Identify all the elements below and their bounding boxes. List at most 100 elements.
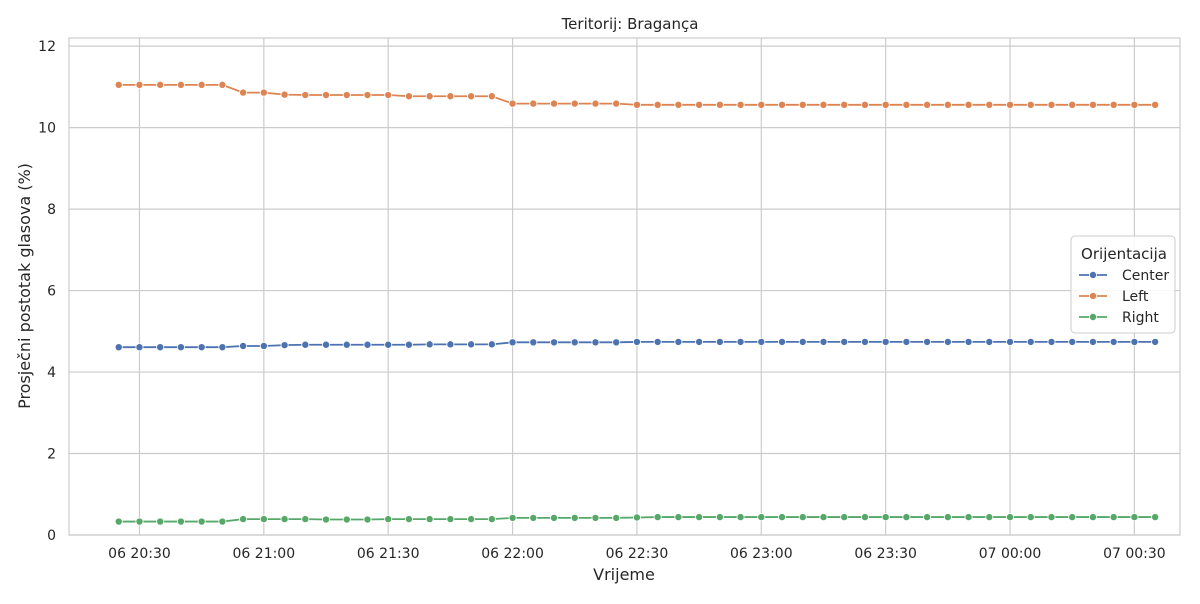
data-point [1130,100,1139,109]
legend-label: Right [1122,310,1159,326]
data-point [114,80,123,89]
data-point [757,337,766,346]
data-point [239,88,248,97]
data-point [1068,100,1077,109]
data-point [570,513,579,522]
data-point [923,513,932,522]
x-tick-label: 06 20:30 [108,546,171,562]
data-point [1109,337,1118,346]
data-point [342,340,351,349]
data-point [1047,337,1056,346]
data-point [902,513,911,522]
series-right [114,513,1160,526]
data-point [487,92,496,101]
data-point [114,343,123,352]
y-tick-label: 6 [47,284,56,300]
data-point [1068,513,1077,522]
data-point [342,515,351,524]
data-point [778,513,787,522]
data-point [653,513,662,522]
data-point [612,99,621,108]
x-tick-label: 06 22:00 [481,546,544,562]
data-point [218,80,227,89]
data-point [695,513,704,522]
data-point [860,513,869,522]
data-point [591,513,600,522]
data-point [985,513,994,522]
data-point [653,100,662,109]
data-point [384,91,393,100]
data-point [964,100,973,109]
data-point [487,340,496,349]
data-point [736,100,745,109]
data-point [508,99,517,108]
data-point [467,340,476,349]
data-point [1151,513,1160,522]
data-point [156,517,165,526]
data-point [591,99,600,108]
data-point [1006,100,1015,109]
series-center [114,337,1160,352]
data-point [322,340,331,349]
data-point [715,100,724,109]
data-point [280,90,289,99]
data-point [197,343,206,352]
data-point [322,515,331,524]
data-point [239,515,248,524]
data-point [529,338,538,347]
legend-marker [1089,291,1098,300]
data-point [778,100,787,109]
series-layer [114,80,1160,526]
x-tick-label: 06 21:00 [233,546,296,562]
data-point [943,100,952,109]
x-tick-label: 06 23:30 [854,546,917,562]
data-point [1151,100,1160,109]
data-point [570,338,579,347]
data-point [529,513,538,522]
data-point [176,343,185,352]
series-left [114,80,1160,109]
data-point [1088,513,1097,522]
data-point [363,340,372,349]
data-point [570,99,579,108]
data-point [363,515,372,524]
data-point [404,340,413,349]
data-point [985,337,994,346]
data-point [529,99,538,108]
data-point [819,513,828,522]
data-point [798,513,807,522]
y-tick-label: 12 [38,39,56,55]
data-point [757,100,766,109]
data-point [985,100,994,109]
data-point [197,80,206,89]
data-point [1130,337,1139,346]
data-point [695,337,704,346]
data-point [819,100,828,109]
y-axis-title: Prosječni postotak glasova (%) [15,163,34,409]
data-point [218,517,227,526]
data-point [881,337,890,346]
data-point [612,513,621,522]
data-point [404,92,413,101]
x-tick-label: 06 22:30 [606,546,669,562]
data-point [550,99,559,108]
data-point [259,88,268,97]
data-point [612,338,621,347]
legend-label: Left [1122,289,1149,305]
x-axis-ticks: 06 20:30 06 21:00 06 21:30 06 22:00 06 22:30… [108,546,1166,562]
data-point [695,100,704,109]
data-point [404,515,413,524]
data-point [135,80,144,89]
data-point [425,92,434,101]
data-point [1151,337,1160,346]
grid [69,38,1180,536]
data-point [301,340,310,349]
data-point [1068,337,1077,346]
y-tick-label: 8 [47,202,56,218]
data-point [508,513,517,522]
data-point [342,91,351,100]
y-tick-label: 4 [47,365,56,381]
data-point [1109,513,1118,522]
legend-marker [1089,312,1098,321]
